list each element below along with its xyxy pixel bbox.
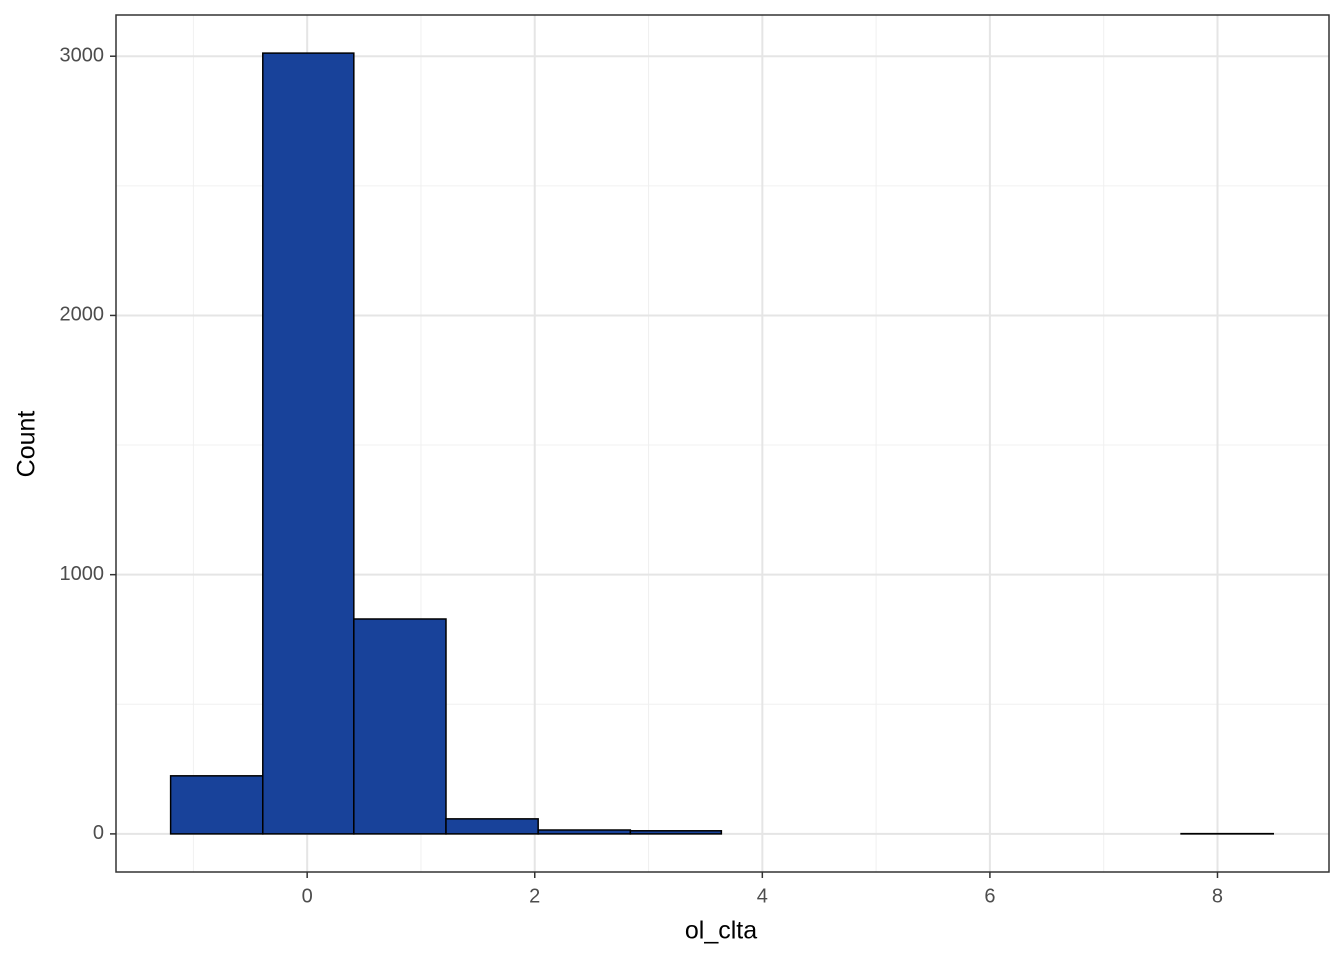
y-tick-label: 2000 [60,304,105,326]
panel-border [115,14,1330,873]
y-tick-label: 0 [93,822,104,844]
y-tick-label: 1000 [60,563,105,585]
x-tick-label: 2 [529,885,540,907]
bar [169,775,264,835]
bar [353,618,447,835]
x-tick-label: 0 [302,885,313,907]
x-tick-label: 8 [1212,885,1223,907]
x-tick-label: 6 [984,885,995,907]
x-axis-title: ol_clta [685,917,757,945]
bar [629,830,723,835]
x-tick-label: 4 [757,885,768,907]
bar [445,818,539,835]
bar [262,52,355,835]
y-tick-label: 3000 [60,44,105,66]
y-axis-title: Count [13,411,41,478]
bar [537,829,632,835]
